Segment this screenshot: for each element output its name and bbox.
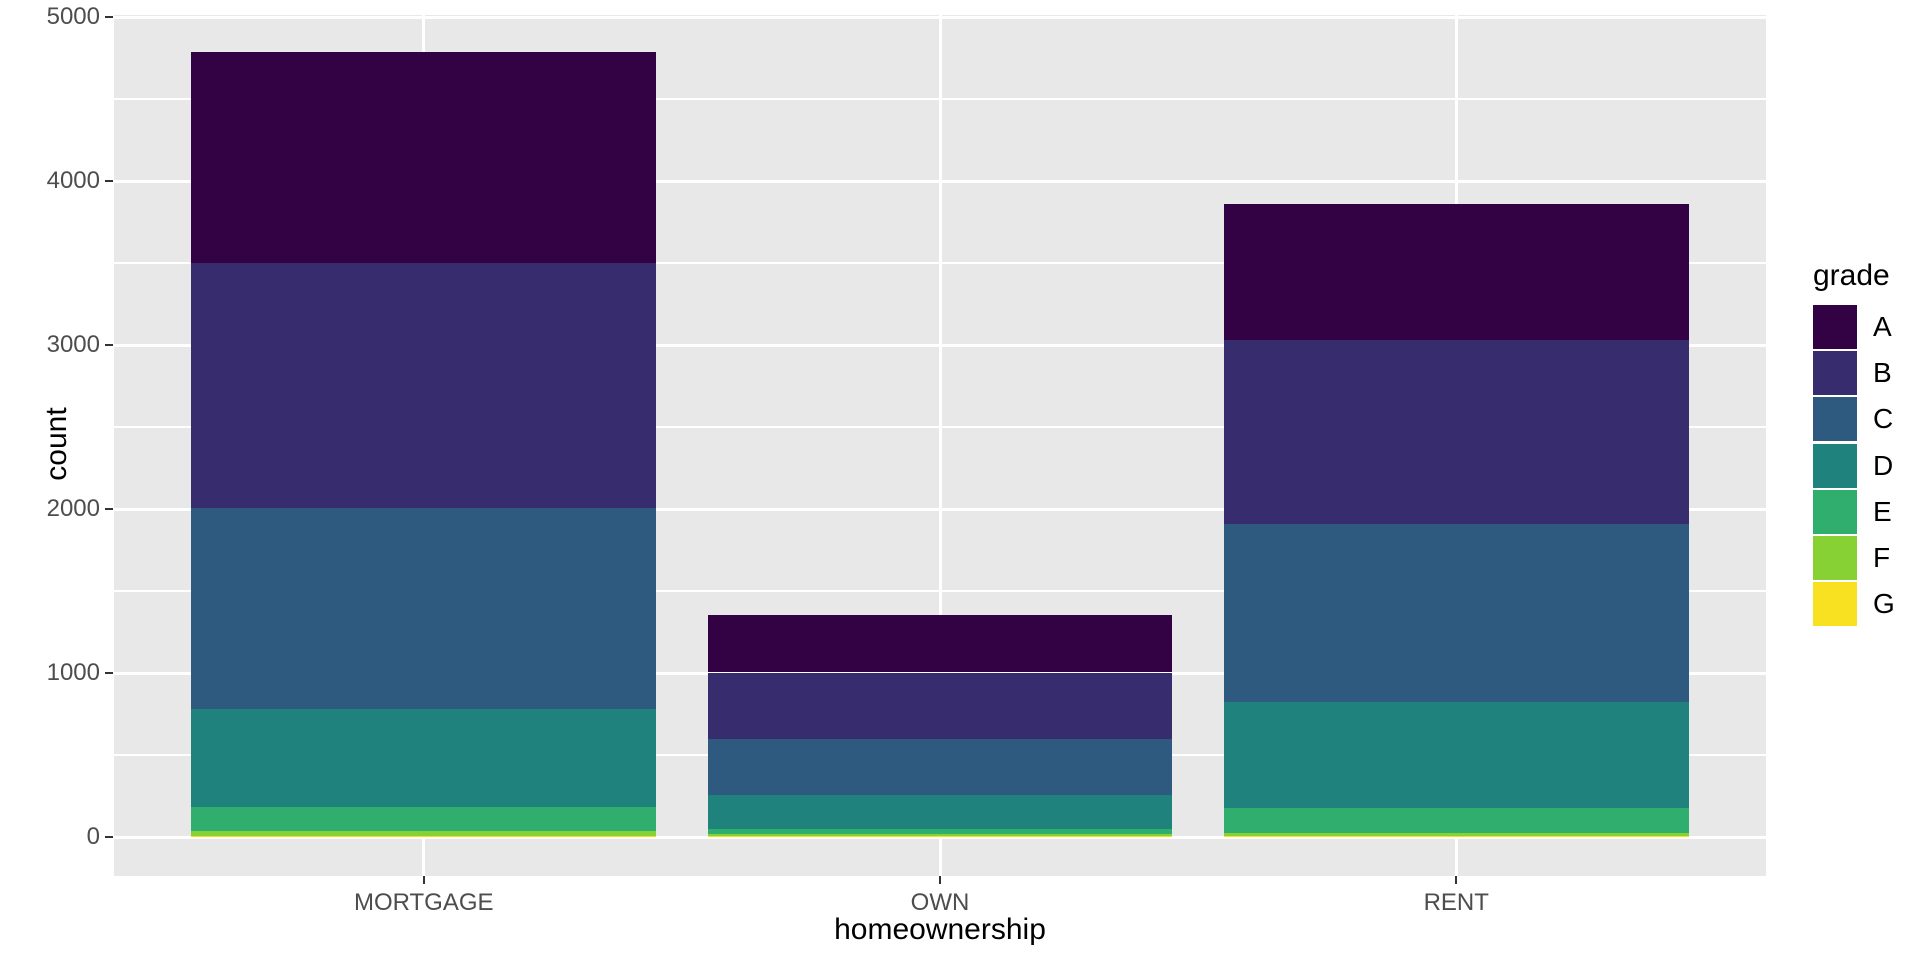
bar-segment-mortgage-c [191,508,657,710]
legend-key-swatch-a [1813,305,1857,349]
legend-key-swatch-b [1813,351,1857,396]
gridline-major-x-own [938,15,942,876]
bar-segment-own-e [707,828,1173,835]
bar-segment-own-c [707,738,1173,795]
bar-segment-mortgage-a [191,51,657,264]
y-tick-label-0: 0 [86,823,100,850]
legend-label-g: G [1873,588,1895,620]
x-tick-label-own: OWN [910,889,970,916]
bar-segment-own-d [707,795,1173,829]
bar-segment-mortgage-d [191,709,657,807]
bar-segment-mortgage-e [191,806,657,832]
legend-key-swatch-e [1813,489,1857,534]
y-tick-mark-5000 [105,16,113,18]
legend-title: grade [1813,259,1890,292]
bar-segment-own-b [707,672,1173,739]
y-tick-label-3000: 3000 [46,331,100,358]
bar-segment-mortgage-g [191,835,657,837]
y-axis-title: count [40,407,73,481]
legend-item-f: F [1813,535,1895,580]
legend-label-e: E [1873,495,1892,527]
y-tick-label-2000: 2000 [46,495,100,522]
legend-key-swatch-c [1813,397,1857,442]
x-axis-title: homeownership [834,913,1046,946]
plot-panel [114,15,1766,876]
x-tick-label-mortgage: MORTGAGE [353,889,494,916]
y-tick-mark-1000 [105,672,113,674]
legend-item-d: D [1813,443,1895,488]
y-tick-mark-3000 [105,344,113,346]
y-tick-label-5000: 5000 [46,3,100,30]
bar-segment-own-g [707,835,1173,837]
legend-item-b: B [1813,351,1895,396]
x-tick-mark-rent [1455,876,1458,884]
y-tick-label-1000: 1000 [46,659,100,686]
bar-segment-rent-c [1223,523,1689,703]
legend-label-f: F [1873,541,1891,573]
bar-segment-rent-g [1223,835,1689,837]
legend-key-swatch-d [1813,443,1857,488]
bar-segment-mortgage-f [191,831,657,836]
legend-item-c: C [1813,397,1895,442]
legend-item-g: G [1813,582,1895,627]
bar-segment-rent-b [1223,340,1689,524]
x-tick-label-rent: RENT [1423,889,1489,916]
bar-segment-rent-f [1223,832,1689,836]
y-tick-mark-4000 [105,180,113,182]
x-tick-mark-mortgage [422,876,425,884]
legend-key-swatch-f [1813,535,1857,580]
bar-segment-rent-e [1223,807,1689,833]
y-tick-mark-2000 [105,508,113,510]
bar-segment-mortgage-b [191,263,657,509]
bar-segment-own-f [707,834,1173,836]
bar-segment-own-a [707,615,1173,673]
legend-label-c: C [1873,403,1894,435]
legend-label-b: B [1873,357,1892,389]
x-tick-mark-own [939,876,941,884]
y-tick-label-4000: 4000 [46,167,100,194]
bar-segment-rent-a [1223,204,1689,341]
legend-label-d: D [1873,449,1894,481]
legend-key-swatch-g [1813,582,1857,627]
legend-label-a: A [1873,311,1892,342]
legend-item-a: A [1813,305,1895,349]
bar-segment-rent-d [1223,702,1689,808]
legend-item-e: E [1813,489,1895,534]
y-tick-mark-0 [105,836,113,838]
